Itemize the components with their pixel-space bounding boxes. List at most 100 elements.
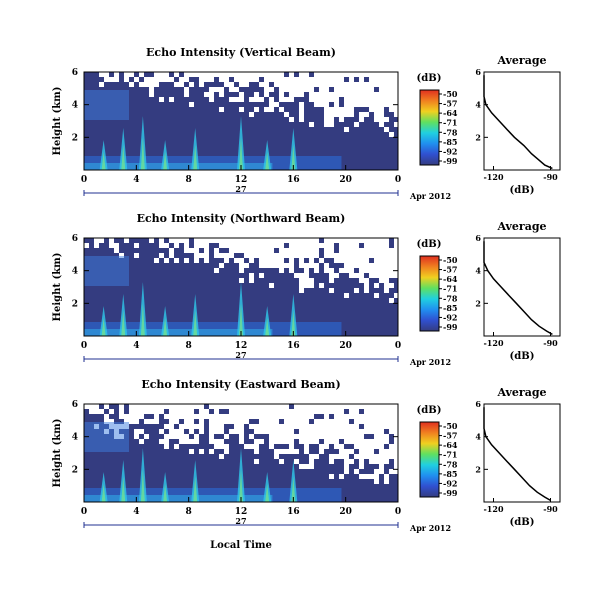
no-data-cell <box>194 248 199 253</box>
no-data-cell <box>274 439 279 444</box>
no-data-cell <box>279 253 284 258</box>
no-data-cell <box>344 248 349 253</box>
no-data-cell <box>274 424 279 429</box>
no-data-cell <box>319 434 324 439</box>
no-data-cell <box>379 419 384 424</box>
no-data-cell <box>299 439 304 444</box>
no-data-cell <box>339 429 344 434</box>
no-data-cell <box>274 434 279 439</box>
no-data-cell <box>324 248 329 253</box>
no-data-cell <box>94 243 99 248</box>
no-data-cell <box>359 474 364 479</box>
no-data-cell <box>269 434 274 439</box>
x-tick-label: 0 <box>81 341 87 351</box>
no-data-cell <box>264 238 269 243</box>
no-data-cell <box>289 409 294 414</box>
no-data-cell <box>374 77 379 82</box>
no-data-cell <box>309 454 314 459</box>
no-data-cell <box>364 243 369 248</box>
no-data-cell <box>379 238 384 243</box>
no-data-cell <box>319 102 324 107</box>
no-data-cell <box>379 92 384 97</box>
no-data-cell <box>249 278 254 283</box>
echo-spike-core <box>140 303 145 336</box>
no-data-cell <box>309 248 314 253</box>
no-data-cell <box>344 414 349 419</box>
no-data-cell <box>169 77 174 82</box>
no-data-cell <box>164 243 169 248</box>
no-data-cell <box>304 278 309 283</box>
no-data-cell <box>169 253 174 258</box>
no-data-cell <box>374 434 379 439</box>
no-data-cell <box>334 258 339 263</box>
no-data-cell <box>294 414 299 419</box>
no-data-cell <box>129 72 134 77</box>
no-data-cell <box>314 102 319 107</box>
no-data-cell <box>359 429 364 434</box>
no-data-cell <box>369 404 374 409</box>
no-data-cell <box>254 248 259 253</box>
no-data-cell <box>269 414 274 419</box>
no-data-cell <box>169 414 174 419</box>
no-data-cell <box>379 102 384 107</box>
no-data-cell <box>369 107 374 112</box>
no-data-cell <box>254 253 259 258</box>
no-data-cell <box>139 414 144 419</box>
no-data-cell <box>374 243 379 248</box>
no-data-cell <box>314 263 319 268</box>
no-data-cell <box>129 414 134 419</box>
no-data-cell <box>274 82 279 87</box>
no-data-cell <box>289 92 294 97</box>
no-data-cell <box>229 409 234 414</box>
no-data-cell <box>279 429 284 434</box>
no-data-cell <box>279 97 284 102</box>
no-data-cell <box>179 429 184 434</box>
no-data-cell <box>394 459 399 464</box>
no-data-cell <box>384 268 389 273</box>
no-data-cell <box>384 127 389 132</box>
no-data-cell <box>269 409 274 414</box>
no-data-cell <box>354 414 359 419</box>
no-data-cell <box>294 459 299 464</box>
no-data-cell <box>274 263 279 268</box>
no-data-cell <box>264 258 269 263</box>
no-data-cell <box>209 414 214 419</box>
colorbar-tick-label: -92 <box>443 312 457 322</box>
no-data-cell <box>179 434 184 439</box>
no-data-cell <box>364 87 369 92</box>
no-data-cell <box>234 414 239 419</box>
no-data-cell <box>279 459 284 464</box>
no-data-cell <box>224 404 229 409</box>
no-data-cell <box>214 419 219 424</box>
no-data-cell <box>219 454 224 459</box>
no-data-cell <box>379 268 384 273</box>
no-data-cell <box>334 72 339 77</box>
no-data-cell <box>219 444 224 449</box>
no-data-cell <box>354 439 359 444</box>
no-data-cell <box>104 404 109 409</box>
no-data-cell <box>324 117 329 122</box>
no-data-cell <box>259 248 264 253</box>
no-data-cell <box>244 404 249 409</box>
y-tick-label: 2 <box>72 299 78 309</box>
no-data-cell <box>264 253 269 258</box>
no-data-cell <box>149 238 154 243</box>
no-data-cell <box>324 409 329 414</box>
no-data-cell <box>264 248 269 253</box>
no-data-cell <box>324 77 329 82</box>
no-data-cell <box>214 409 219 414</box>
no-data-cell <box>269 429 274 434</box>
no-data-cell <box>284 409 289 414</box>
no-data-cell <box>214 429 219 434</box>
avg-x-axis-label: (dB) <box>510 517 535 528</box>
echo-spike-core <box>121 476 126 502</box>
avg-x-tick-label: -90 <box>543 338 558 348</box>
no-data-cell <box>249 72 254 77</box>
no-data-cell <box>389 444 394 449</box>
no-data-cell <box>279 414 284 419</box>
no-data-cell <box>374 479 379 484</box>
no-data-cell <box>194 424 199 429</box>
no-data-cell <box>304 248 309 253</box>
no-data-cell <box>324 444 329 449</box>
no-data-cell <box>194 243 199 248</box>
